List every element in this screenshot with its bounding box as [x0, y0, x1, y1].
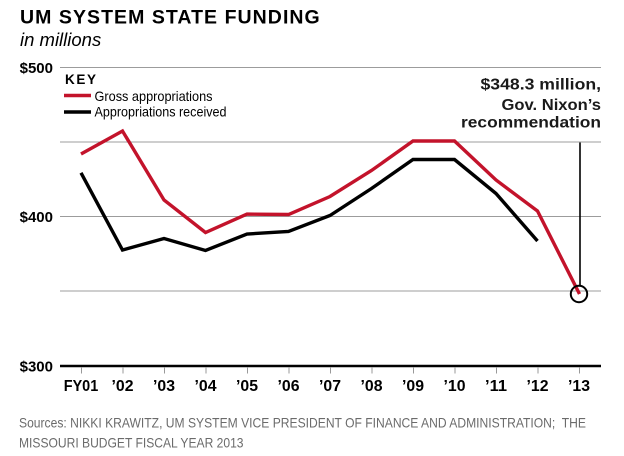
svg-text:recommendation: recommendation — [461, 115, 601, 132]
svg-text:MISSOURI BUDGET FISCAL YEAR 20: MISSOURI BUDGET FISCAL YEAR 2013 — [19, 434, 244, 450]
svg-text:’04: ’04 — [195, 378, 217, 395]
svg-text:KEY: KEY — [65, 72, 98, 87]
svg-text:FY01: FY01 — [64, 378, 99, 395]
svg-text:’09: ’09 — [402, 378, 424, 395]
svg-text:’05: ’05 — [236, 378, 258, 395]
svg-text:’10: ’10 — [444, 378, 466, 395]
svg-text:Gross appropriations: Gross appropriations — [95, 88, 213, 104]
svg-text:’03: ’03 — [153, 378, 175, 395]
svg-text:Appropriations received: Appropriations received — [95, 104, 227, 120]
svg-text:$400: $400 — [20, 209, 53, 226]
svg-text:$348.3 million,: $348.3 million, — [481, 76, 602, 93]
svg-text:Sources: NIKKI KRAWITZ, UM SYS: Sources: NIKKI KRAWITZ, UM SYSTEM VICE P… — [19, 414, 586, 430]
svg-text:’02: ’02 — [112, 378, 134, 395]
svg-text:’08: ’08 — [361, 378, 383, 395]
svg-text:’13: ’13 — [568, 378, 590, 395]
svg-text:’11: ’11 — [485, 378, 507, 395]
svg-text:$500: $500 — [20, 60, 53, 77]
svg-text:in millions: in millions — [20, 29, 101, 50]
svg-text:UM SYSTEM STATE FUNDING: UM SYSTEM STATE FUNDING — [20, 6, 321, 28]
svg-text:Gov. Nixon’s: Gov. Nixon’s — [502, 97, 602, 114]
svg-text:$300: $300 — [20, 359, 53, 376]
svg-text:’06: ’06 — [278, 378, 300, 395]
svg-text:’12: ’12 — [527, 378, 549, 395]
svg-text:’07: ’07 — [319, 378, 341, 395]
